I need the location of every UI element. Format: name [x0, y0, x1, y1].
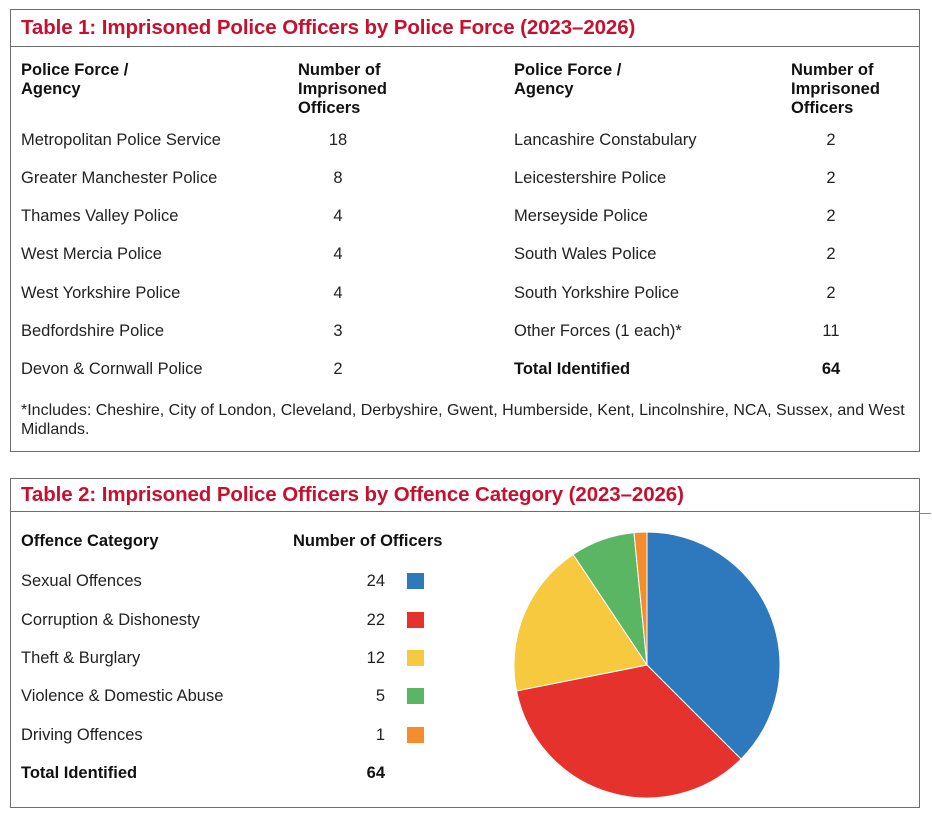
header-line: Officers	[791, 99, 854, 117]
table-row-count: 24	[366, 572, 385, 590]
table2-title: Table 2: Imprisoned Police Officers by O…	[11, 479, 919, 512]
table1-title: Table 1: Imprisoned Police Officers by P…	[11, 10, 919, 47]
table-row-count: 5	[375, 687, 385, 705]
table2-total-value: 64	[366, 764, 385, 782]
table-row-force: Merseyside Police	[514, 207, 648, 225]
header-line: Number of	[298, 61, 381, 79]
header-line: Police Force /	[21, 61, 129, 79]
table-row-count: 2	[826, 131, 836, 149]
header-line: Agency	[514, 80, 574, 98]
table-row-count: 8	[333, 169, 343, 187]
legend-swatch-corruption	[407, 612, 424, 628]
table-row-force: Lancashire Constabulary	[514, 131, 697, 149]
table-row-force: Bedfordshire Police	[21, 322, 165, 340]
table1-total-label: Total Identified	[514, 360, 631, 378]
table-row-count: 4	[333, 284, 343, 302]
table1-right-count-header: Number of Imprisoned Officers	[791, 61, 880, 118]
table-row-count: 2	[826, 207, 836, 225]
table-row-count: 2	[826, 169, 836, 187]
table-row-category: Violence & Domestic Abuse	[21, 687, 224, 705]
table2-count-header: Number of Officers	[293, 532, 443, 550]
table-row-force: Leicestershire Police	[514, 169, 667, 187]
table2-total-label: Total Identified	[21, 764, 138, 782]
table-row-force: Other Forces (1 each)*	[514, 322, 682, 340]
table-row-count: 22	[366, 611, 385, 629]
table-row-category: Theft & Burglary	[21, 649, 141, 667]
panel-edge-tick	[919, 513, 931, 514]
header-line: Number of	[791, 61, 874, 79]
header-line: Imprisoned	[791, 80, 880, 98]
table-row-force: South Wales Police	[514, 245, 657, 263]
table-row-count: 2	[826, 245, 836, 263]
table-row-count: 3	[333, 322, 343, 340]
table-row-category: Driving Offences	[21, 726, 143, 744]
table1-left-count-header: Number of Imprisoned Officers	[298, 61, 387, 118]
table-row-count: 4	[333, 245, 343, 263]
offence-pie-chart	[511, 529, 783, 801]
header-line: Police Force /	[514, 61, 622, 79]
table-row-count: 12	[366, 649, 385, 667]
table-row-category: Corruption & Dishonesty	[21, 611, 200, 629]
header-line: Officers	[298, 99, 361, 117]
pie-svg	[513, 531, 781, 799]
table-row-count: 11	[822, 322, 840, 340]
table1-footnote: *Includes: Cheshire, City of London, Cle…	[21, 402, 905, 438]
header-line: Agency	[21, 80, 81, 98]
table1-panel: Table 1: Imprisoned Police Officers by P…	[10, 9, 920, 452]
legend-swatch-sexual	[407, 573, 424, 589]
table-row-force: Metropolitan Police Service	[21, 131, 221, 149]
pie-slice-corruption-dishonesty	[515, 664, 742, 799]
table-row-count: 1	[375, 726, 385, 744]
header-line: Imprisoned	[298, 80, 387, 98]
pie-slice-sexual-offences	[646, 531, 781, 760]
table-row-force: South Yorkshire Police	[514, 284, 680, 302]
table-row-force: Thames Valley Police	[21, 207, 179, 225]
legend-swatch-driving	[407, 727, 424, 743]
table2-panel: Table 2: Imprisoned Police Officers by O…	[10, 478, 931, 808]
table2-category-header: Offence Category	[21, 532, 159, 550]
table-row-force: Greater Manchester Police	[21, 169, 218, 187]
table-row-force: Devon & Cornwall Police	[21, 360, 203, 378]
table1-left-force-header: Police Force / Agency	[21, 61, 128, 99]
legend-swatch-theft	[407, 650, 424, 666]
table1-total-value: 64	[821, 360, 841, 378]
table-row-count: 2	[826, 284, 836, 302]
table-row-force: West Mercia Police	[21, 245, 162, 263]
table1-right-force-header: Police Force / Agency	[514, 61, 621, 99]
table-row-category: Sexual Offences	[21, 572, 142, 590]
pie-slice-theft-burglary	[513, 553, 648, 692]
legend-swatch-violence	[407, 688, 424, 704]
table-row-count: 4	[333, 207, 343, 225]
table-row-force: West Yorkshire Police	[21, 284, 181, 302]
pie-slice-driving-offences	[633, 531, 648, 666]
table-row-count: 2	[333, 360, 343, 378]
table-row-count: 18	[328, 131, 348, 149]
